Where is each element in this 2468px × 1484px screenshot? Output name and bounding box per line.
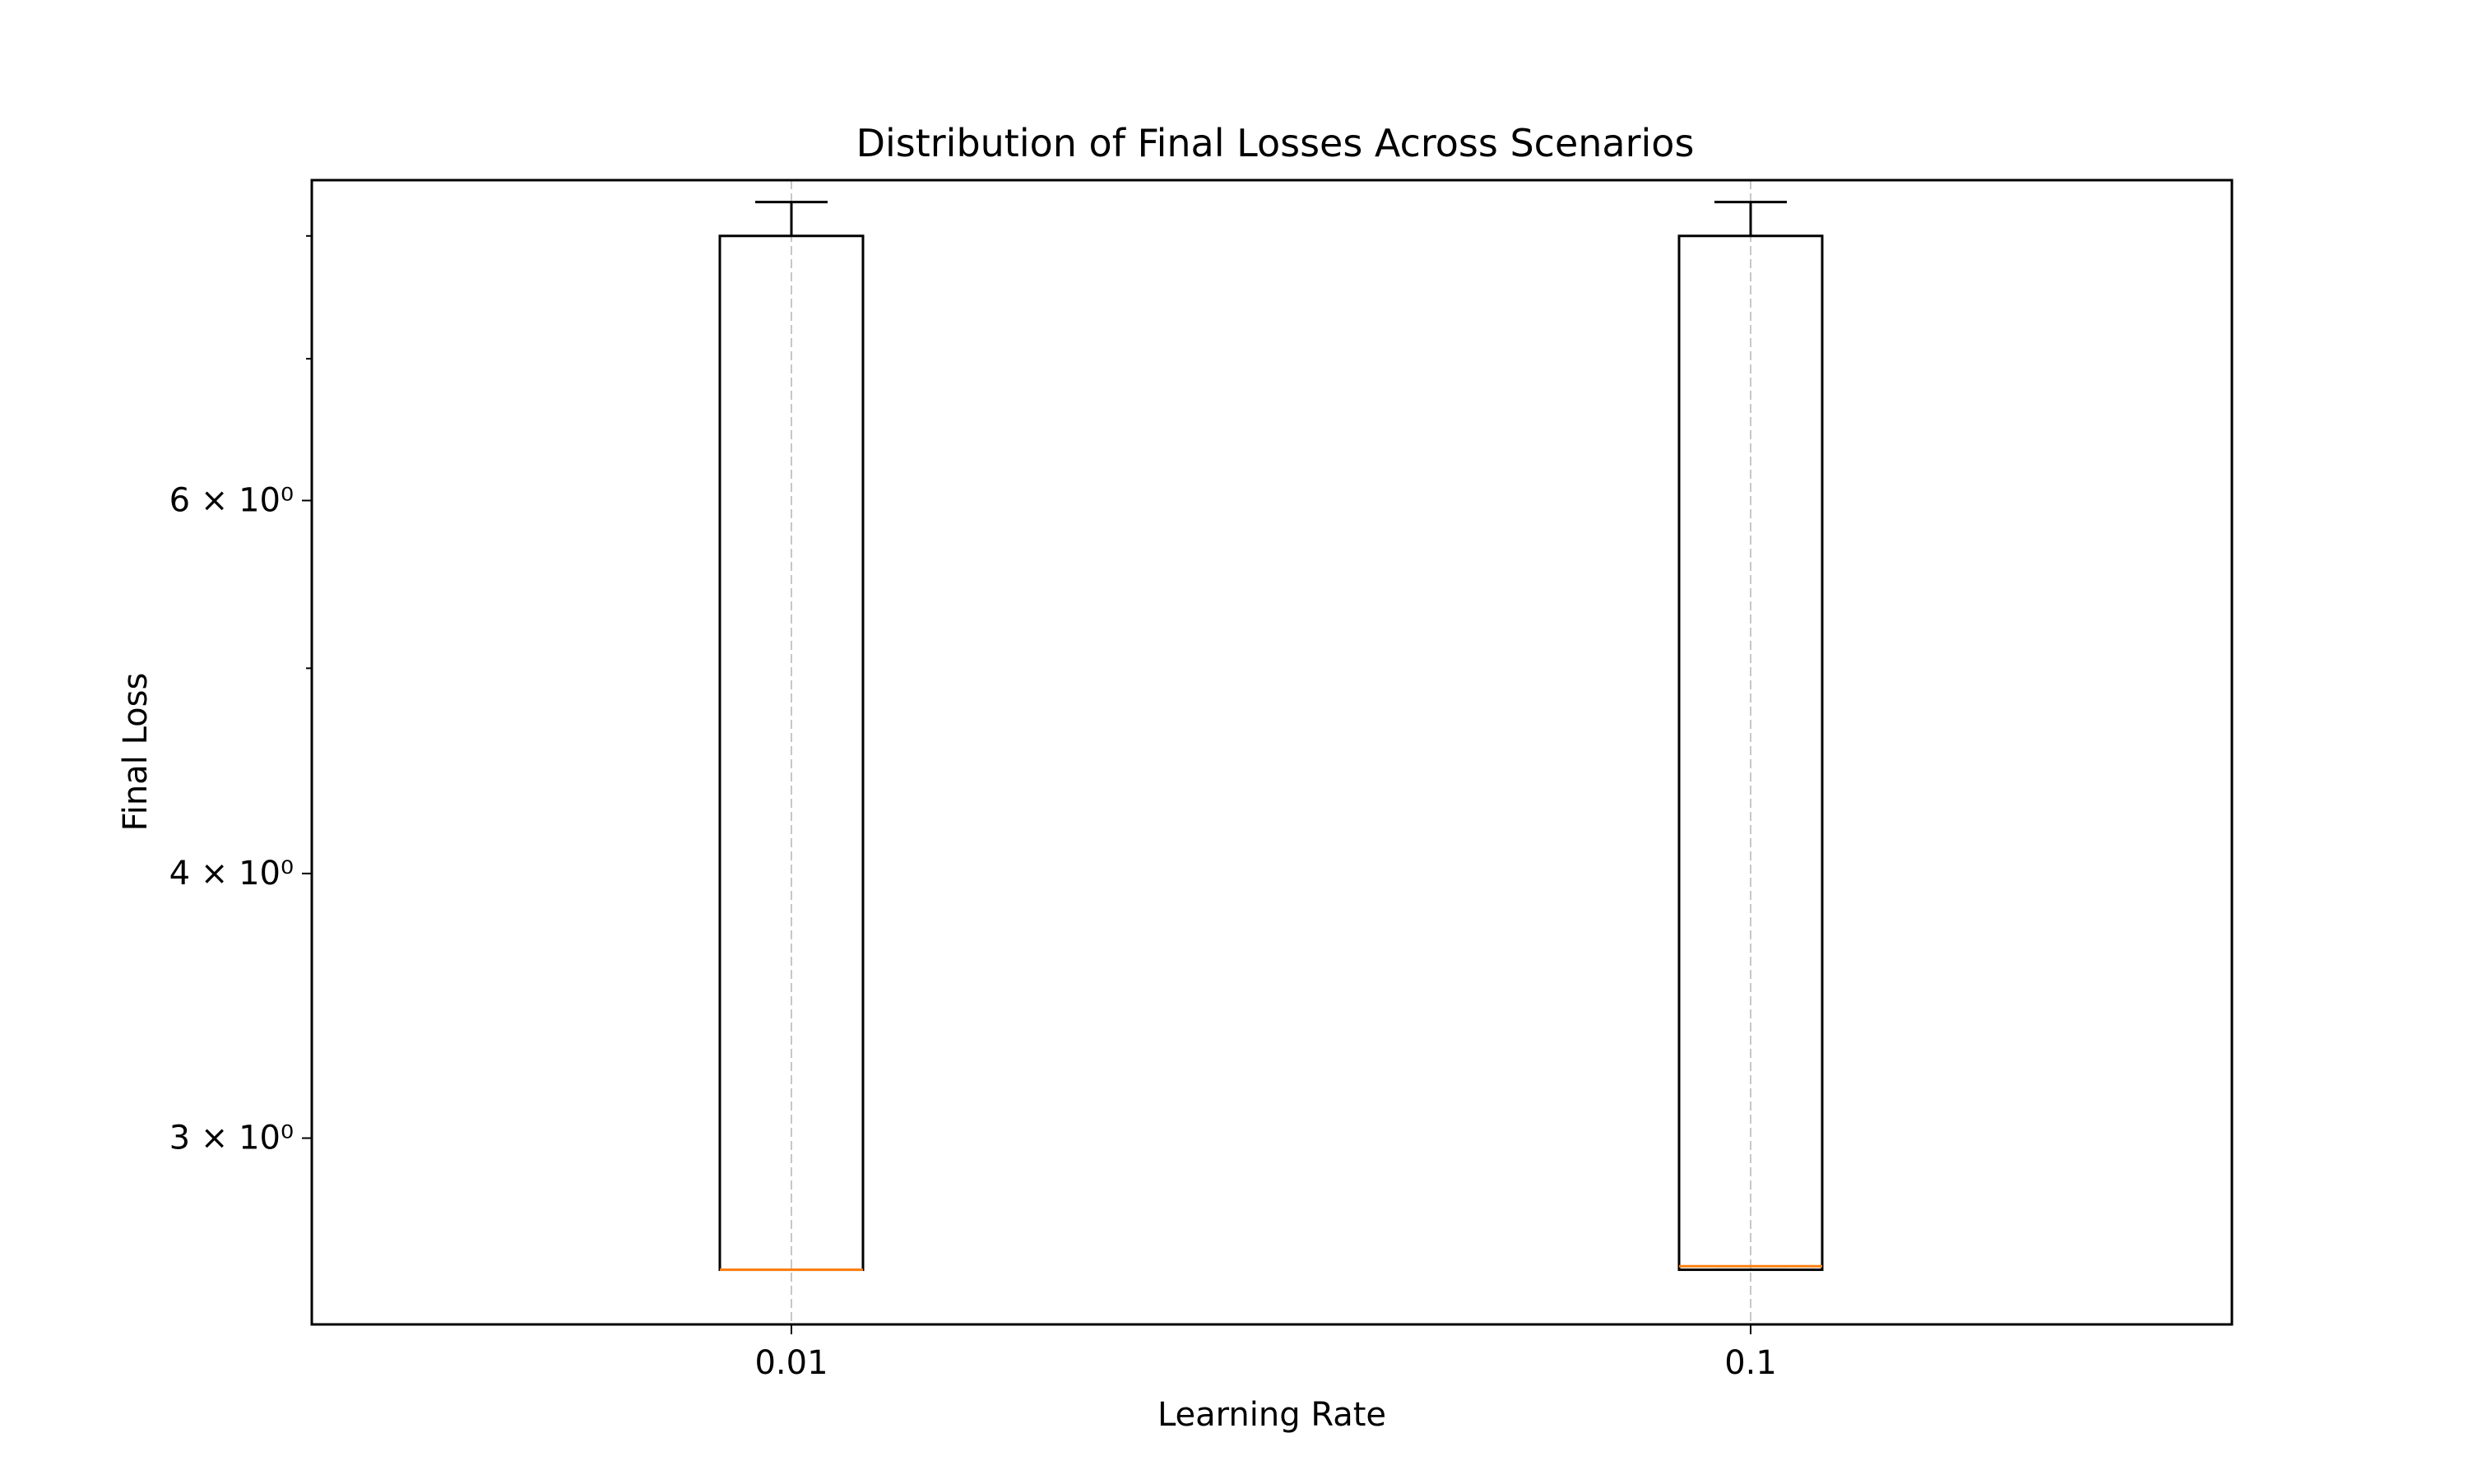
x-axis: 0.01 0.1 — [754, 1324, 1777, 1382]
y-tick-label: 3 × 10⁰ — [169, 1120, 294, 1157]
chart-title: Distribution of Final Losses Across Scen… — [856, 121, 1695, 165]
y-axis: 3 × 10⁰ 4 × 10⁰ 6 × 10⁰ — [169, 234, 312, 1157]
x-tick-label: 0.1 — [1724, 1344, 1777, 1382]
y-tick-label: 4 × 10⁰ — [169, 855, 294, 893]
plot-area-frame — [310, 179, 2234, 1326]
y-tick-label: 6 × 10⁰ — [169, 481, 294, 519]
x-tick-label: 0.01 — [754, 1344, 828, 1382]
boxes-layer — [718, 201, 1824, 1272]
y-axis-label: Final Loss — [117, 673, 155, 832]
box-0.1 — [1677, 201, 1824, 1272]
grid-layer — [791, 180, 1751, 1324]
x-axis-label: Learning Rate — [1157, 1396, 1386, 1434]
box-0.01 — [718, 201, 865, 1272]
